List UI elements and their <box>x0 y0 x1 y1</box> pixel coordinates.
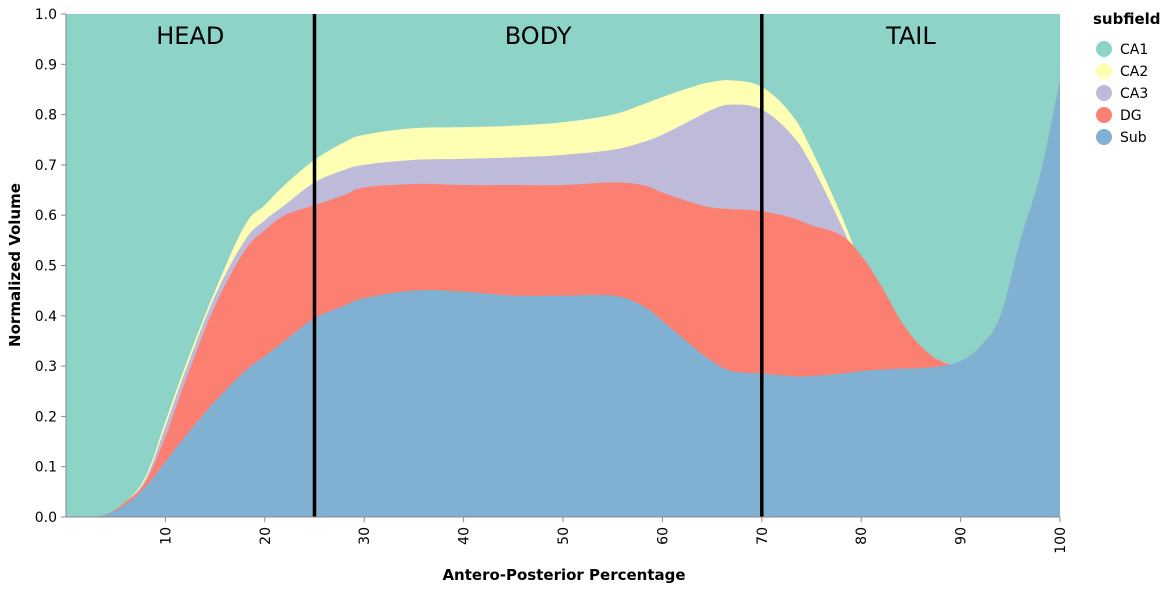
y-tick-label: 0.9 <box>35 57 57 73</box>
x-tick-label: 90 <box>954 527 970 545</box>
x-axis-title: Antero-Posterior Percentage <box>442 566 685 584</box>
x-tick-label: 20 <box>258 527 274 545</box>
legend-label-ca2: CA2 <box>1120 64 1148 80</box>
y-axis-title: Normalized Volume <box>6 183 24 347</box>
legend-swatch-ca3 <box>1096 85 1112 101</box>
y-tick-label: 0.2 <box>35 409 57 425</box>
x-tick-label: 60 <box>655 527 671 545</box>
y-tick-label: 0.4 <box>35 309 57 325</box>
y-tick-label: 0.1 <box>35 460 57 476</box>
y-tick-label: 0.0 <box>35 510 57 526</box>
y-tick-label: 1.0 <box>35 7 57 23</box>
x-tick-label: 50 <box>556 527 572 545</box>
legend-label-ca1: CA1 <box>1120 42 1148 58</box>
x-tick-label: 70 <box>755 527 771 545</box>
region-dividers <box>312 14 764 517</box>
region-labels: HEAD BODY TAIL <box>156 22 936 50</box>
y-tick-label: 0.6 <box>35 208 57 224</box>
legend: subfield CA1 CA2 CA3 DG Sub <box>1093 10 1161 146</box>
region-label-tail: TAIL <box>885 22 936 50</box>
legend-swatch-ca1 <box>1096 41 1112 57</box>
legend-swatch-ca2 <box>1096 63 1112 79</box>
y-tick-label: 0.5 <box>35 259 57 275</box>
axes: 0.0 0.1 0.2 0.3 0.4 0.5 0.6 0.7 0.8 0.9 1.0 10 20 30 4… <box>35 7 1069 554</box>
x-tick-label: 30 <box>357 527 373 545</box>
legend-title: subfield <box>1093 10 1161 28</box>
x-tick-label: 80 <box>854 527 870 545</box>
y-tick-label: 0.3 <box>35 359 57 375</box>
legend-label-dg: DG <box>1120 108 1142 124</box>
legend-swatch-sub <box>1096 129 1112 145</box>
legend-label-ca3: CA3 <box>1120 86 1148 102</box>
x-tick-label: 100 <box>1053 527 1069 554</box>
region-label-body: BODY <box>505 22 572 50</box>
y-tick-label: 0.8 <box>35 108 57 124</box>
region-label-head: HEAD <box>156 22 224 50</box>
legend-swatch-dg <box>1096 107 1112 123</box>
stacked-areas <box>66 14 1060 518</box>
x-tick-label: 10 <box>158 527 174 545</box>
y-tick-label: 0.7 <box>35 158 57 174</box>
x-tick-label: 40 <box>457 527 473 545</box>
legend-label-sub: Sub <box>1120 130 1147 146</box>
